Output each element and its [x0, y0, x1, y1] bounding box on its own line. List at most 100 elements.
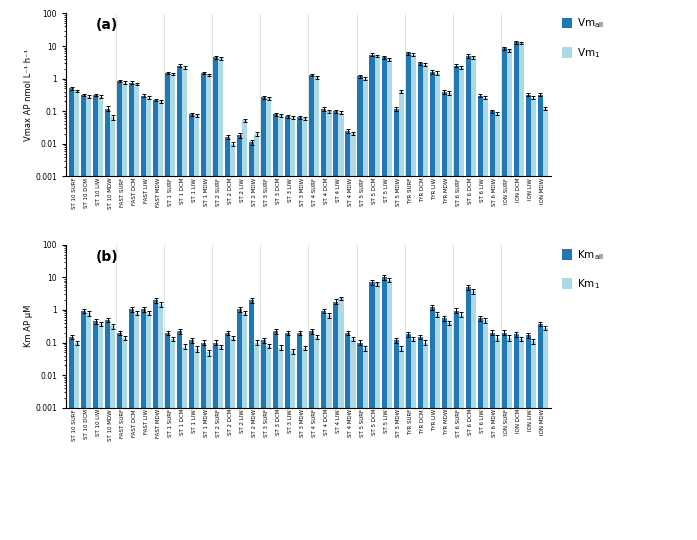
Bar — [254, 134, 259, 540]
Bar — [447, 93, 452, 540]
Bar — [406, 334, 411, 540]
Bar — [129, 309, 134, 540]
Bar — [435, 73, 440, 540]
Bar — [189, 340, 194, 540]
Bar — [158, 304, 163, 540]
Bar — [470, 57, 476, 540]
Bar — [110, 117, 115, 540]
Bar — [105, 320, 110, 540]
Bar — [526, 335, 531, 540]
Bar — [374, 284, 380, 540]
Bar — [177, 332, 182, 540]
Bar — [201, 342, 206, 540]
Bar — [418, 337, 422, 540]
Bar — [194, 349, 199, 540]
Bar — [285, 116, 291, 540]
Bar — [454, 66, 459, 540]
Bar — [369, 55, 374, 540]
Bar — [273, 332, 278, 540]
Bar — [261, 340, 266, 540]
Bar — [302, 348, 307, 540]
Bar — [470, 291, 476, 540]
Bar — [189, 114, 194, 540]
Bar — [394, 340, 399, 540]
Bar — [266, 98, 271, 540]
Bar — [399, 348, 404, 540]
Legend: $\rm Vm_{all}$, $\rm Vm_1$: $\rm Vm_{all}$, $\rm Vm_1$ — [560, 16, 606, 61]
Bar — [243, 313, 247, 540]
Bar — [321, 310, 326, 540]
Bar — [351, 339, 355, 540]
Bar — [134, 84, 139, 540]
Bar — [502, 49, 507, 540]
Bar — [466, 287, 470, 540]
Bar — [291, 351, 296, 540]
Bar — [141, 96, 146, 540]
Bar — [110, 326, 115, 540]
Bar — [98, 323, 103, 540]
Bar — [225, 333, 230, 540]
Bar — [122, 338, 127, 540]
Bar — [362, 348, 367, 540]
Bar — [86, 314, 91, 540]
Bar — [218, 58, 223, 540]
Bar — [387, 280, 392, 540]
Bar — [429, 307, 435, 540]
Bar — [531, 98, 536, 540]
Bar — [170, 339, 175, 540]
Bar — [326, 315, 332, 540]
Bar — [298, 117, 302, 540]
Bar — [291, 117, 296, 540]
Bar — [442, 92, 447, 540]
Bar — [399, 92, 404, 540]
Bar — [538, 95, 543, 540]
Bar — [321, 109, 326, 540]
Bar — [129, 83, 134, 540]
Bar — [194, 116, 199, 540]
Bar — [117, 333, 122, 540]
Bar — [477, 319, 483, 540]
Bar — [466, 56, 470, 540]
Bar — [69, 337, 74, 540]
Bar — [153, 300, 158, 540]
Bar — [483, 98, 488, 540]
Bar — [98, 97, 103, 540]
Bar — [250, 300, 254, 540]
Bar — [122, 83, 127, 540]
Bar — [507, 338, 512, 540]
Bar — [543, 109, 548, 540]
Bar — [177, 66, 182, 540]
Bar — [93, 321, 98, 540]
Bar — [502, 333, 507, 540]
Bar — [165, 333, 170, 540]
Bar — [74, 91, 79, 540]
Y-axis label: Km AP μM: Km AP μM — [24, 305, 33, 347]
Bar — [411, 55, 415, 540]
Bar — [459, 68, 464, 540]
Bar — [230, 338, 236, 540]
Text: (a): (a) — [95, 18, 118, 32]
Bar — [254, 342, 259, 540]
Bar — [165, 73, 170, 540]
Bar — [298, 333, 302, 540]
Bar — [442, 319, 447, 540]
Bar — [495, 113, 500, 540]
Bar — [333, 302, 339, 540]
Bar — [447, 323, 452, 540]
Bar — [381, 57, 387, 540]
Bar — [278, 116, 284, 540]
Bar — [81, 310, 86, 540]
Bar — [141, 309, 146, 540]
Bar — [273, 114, 278, 540]
Bar — [201, 73, 206, 540]
Bar — [285, 333, 291, 540]
Bar — [459, 315, 464, 540]
Bar — [519, 43, 524, 540]
Bar — [394, 109, 399, 540]
Bar — [206, 75, 211, 540]
Bar — [406, 53, 411, 540]
Bar — [543, 328, 548, 540]
Bar — [213, 57, 218, 540]
Bar — [435, 314, 440, 540]
Text: (b): (b) — [95, 249, 118, 264]
